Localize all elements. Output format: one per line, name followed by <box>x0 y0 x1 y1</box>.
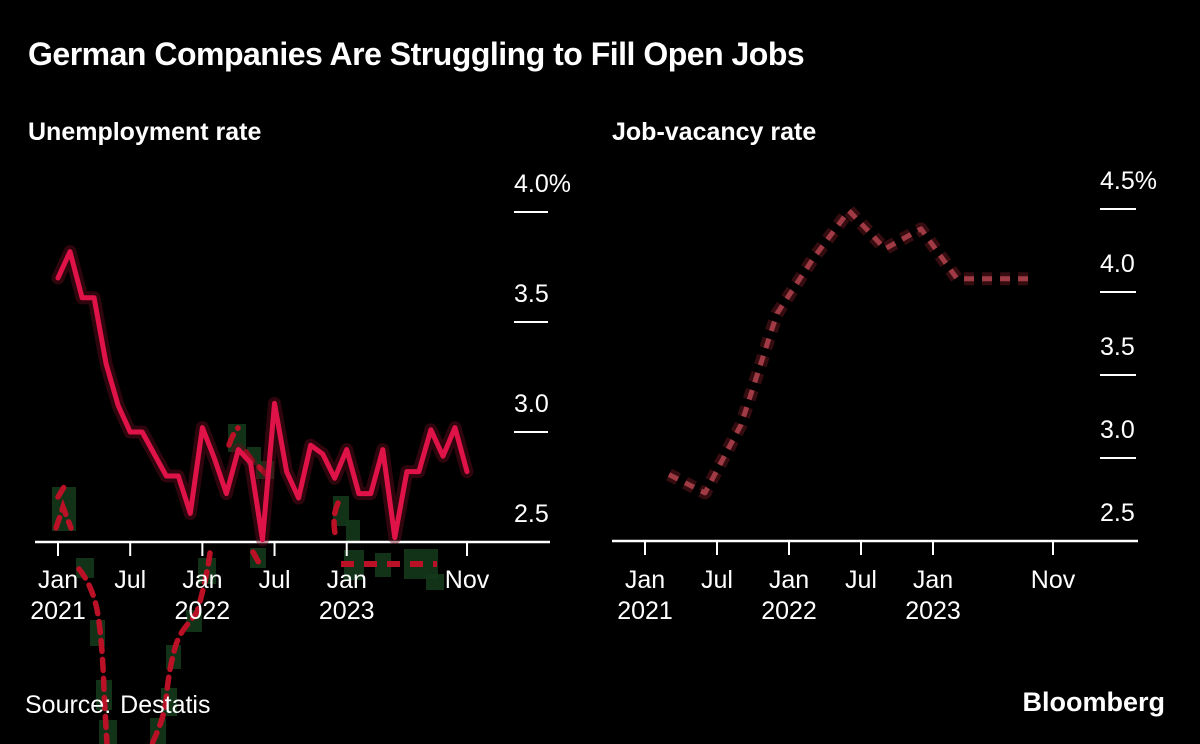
left-chart-title: Unemployment rate <box>28 118 262 146</box>
source-note: Source: Destatis <box>25 691 210 720</box>
bloomberg-logo: Bloomberg <box>1022 687 1165 717</box>
job-vacancy-rate-line <box>667 208 1029 496</box>
artifact-dash <box>55 484 67 500</box>
right-chart-title: Job-vacancy rate <box>612 118 817 146</box>
source-value: Destatis <box>120 691 211 719</box>
compression-artifacts <box>52 424 444 744</box>
artifact-dash <box>226 425 241 448</box>
artifact-dash <box>250 549 262 566</box>
page-title: German Companies Are Struggling to Fill … <box>28 36 805 72</box>
unemployment-rate-halo <box>51 245 474 547</box>
artifact-curve <box>149 550 213 744</box>
unemployment-rate-line <box>55 249 470 543</box>
unemployment-chart <box>35 211 550 556</box>
artifact-curve <box>76 566 110 744</box>
artifact-dash <box>331 500 341 536</box>
job-vacancy-rate-halo <box>666 204 1029 500</box>
source-label: Source: <box>25 691 112 719</box>
job-vacancy-chart <box>612 204 1138 555</box>
artifact-dash <box>53 498 74 531</box>
